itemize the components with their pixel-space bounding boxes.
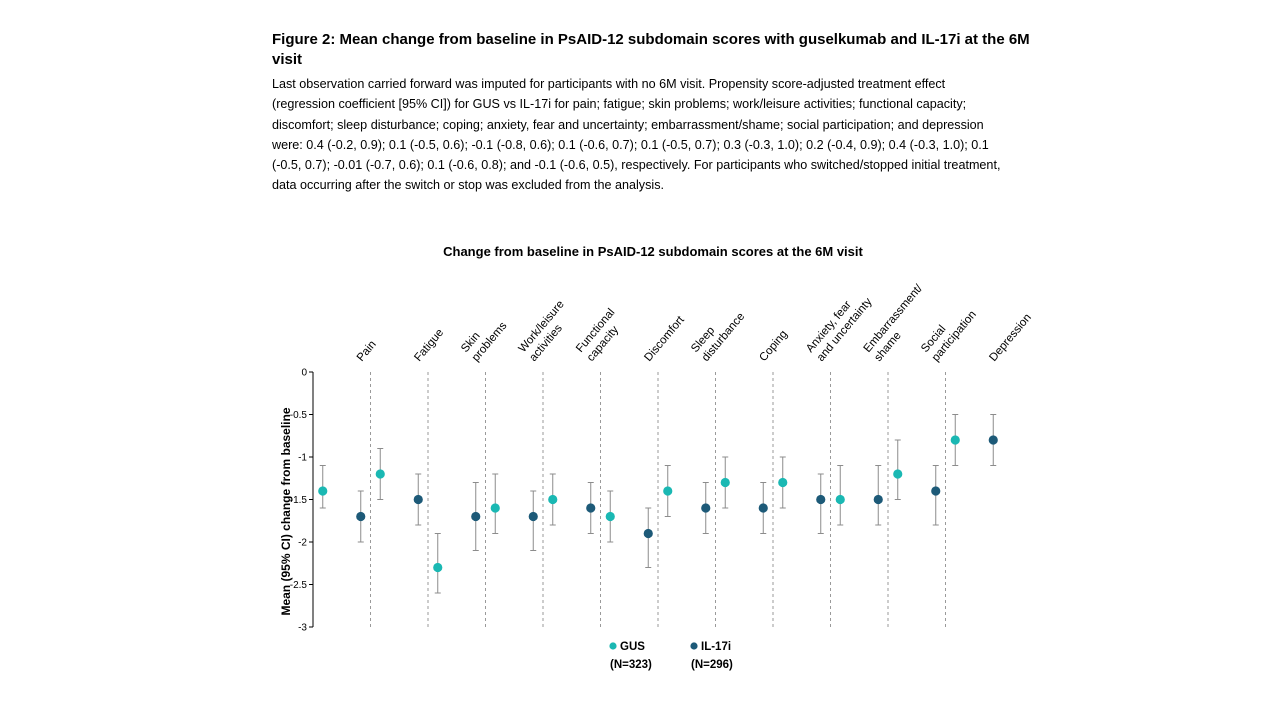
data-point-gus bbox=[778, 477, 788, 488]
category-label-line: Pain bbox=[355, 339, 379, 364]
legend-marker-il-17i bbox=[690, 642, 698, 650]
data-point-il-17i bbox=[586, 503, 596, 513]
data-point-il-17i bbox=[701, 503, 711, 513]
data-point-il-17i bbox=[758, 503, 768, 513]
legend-n-label: (N=296) bbox=[691, 659, 733, 671]
data-point-il-17i bbox=[643, 528, 653, 539]
data-point-il-17i bbox=[471, 511, 481, 522]
figure-caption: Last observation carried forward was imp… bbox=[272, 77, 1001, 193]
y-tick-label: -2 bbox=[298, 538, 307, 549]
y-tick-label: 0 bbox=[301, 368, 307, 379]
data-point-gus bbox=[375, 469, 385, 479]
legend-n-label: (N=323) bbox=[610, 659, 652, 671]
category-label-line: Discomfort bbox=[642, 314, 687, 364]
y-tick-label: -1.5 bbox=[290, 495, 308, 506]
legend-label: GUS bbox=[620, 641, 645, 653]
category-label-line: Coping bbox=[757, 328, 790, 364]
data-point-gus bbox=[605, 511, 615, 522]
category-label: Discomfort bbox=[642, 314, 687, 364]
data-point-gus bbox=[720, 477, 730, 488]
figure-title: Figure 2: Mean change from baseline in P… bbox=[272, 31, 1030, 68]
data-point-gus bbox=[663, 486, 673, 496]
data-point-gus bbox=[950, 435, 960, 445]
data-point-il-17i bbox=[931, 486, 941, 496]
y-tick-label: -0.5 bbox=[290, 410, 308, 421]
y-tick-label: -2.5 bbox=[290, 580, 308, 591]
category-label-line: Depression bbox=[987, 312, 1034, 364]
y-tick-label: -1 bbox=[298, 453, 307, 464]
data-point-gus bbox=[893, 469, 903, 479]
data-point-il-17i bbox=[356, 511, 366, 522]
data-point-gus bbox=[835, 494, 845, 505]
legend-label: IL-17i bbox=[701, 641, 731, 653]
category-label: Pain bbox=[355, 339, 379, 364]
category-label: Coping bbox=[757, 328, 790, 364]
data-point-gus bbox=[318, 486, 328, 496]
category-label-line: Fatigue bbox=[412, 327, 446, 364]
data-point-il-17i bbox=[816, 494, 826, 505]
data-point-il-17i bbox=[528, 511, 538, 522]
data-point-gus bbox=[490, 503, 500, 513]
data-point-gus bbox=[548, 494, 558, 505]
category-label: Fatigue bbox=[412, 327, 446, 364]
chart-title: Change from baseline in PsAID-12 subdoma… bbox=[443, 244, 863, 259]
data-point-il-17i bbox=[413, 494, 423, 505]
y-axis-label: Mean (95% CI) change from baseline bbox=[279, 407, 293, 615]
legend-marker-gus bbox=[609, 642, 617, 650]
data-point-il-17i bbox=[988, 435, 998, 445]
data-point-il-17i bbox=[873, 494, 883, 505]
y-tick-label: -3 bbox=[298, 623, 307, 634]
category-label: Depression bbox=[987, 312, 1034, 364]
data-point-gus bbox=[433, 562, 443, 573]
